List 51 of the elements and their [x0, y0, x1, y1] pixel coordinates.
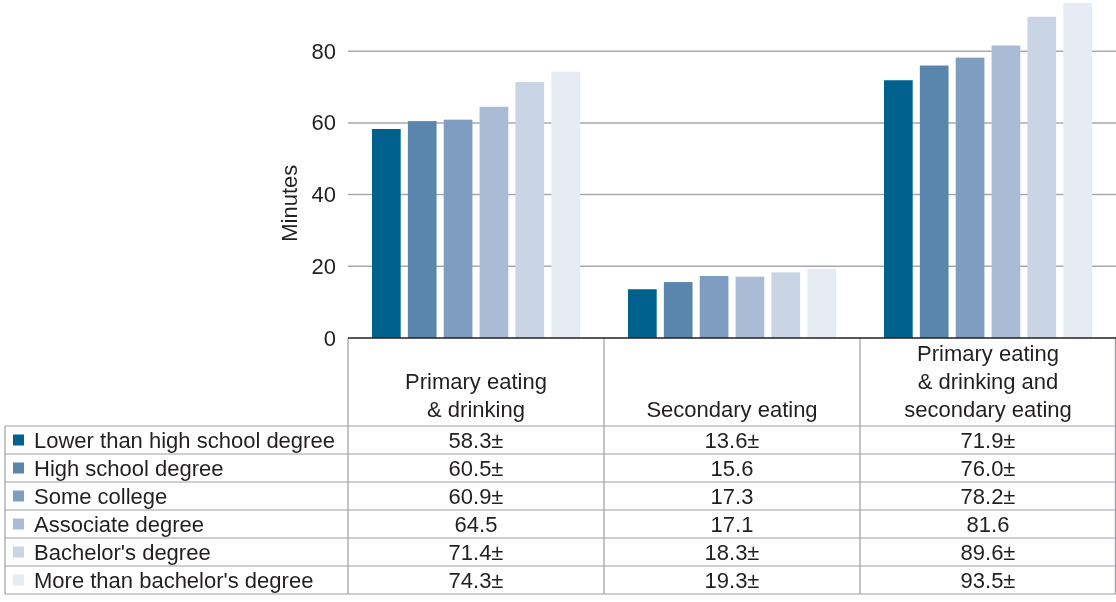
bar — [479, 106, 509, 338]
data-label: 71.9± — [960, 427, 1016, 453]
data-label: 58.3± — [448, 427, 504, 453]
bar — [699, 275, 729, 338]
bar — [884, 80, 913, 338]
data-label: 81.6 — [966, 511, 1010, 537]
bar — [407, 121, 437, 338]
bar — [551, 71, 580, 338]
legend-label: Lower than high school degree — [34, 427, 335, 453]
bar — [515, 82, 545, 338]
legend-label: Bachelor's degree — [34, 539, 211, 565]
bar — [1063, 2, 1092, 338]
bar — [628, 289, 657, 338]
data-label: 13.6± — [704, 427, 760, 453]
x-tick-label: Primary eating & drinking — [405, 369, 547, 422]
data-label: 19.3± — [704, 567, 760, 593]
data-label: 93.5± — [960, 567, 1016, 593]
data-label: 89.6± — [960, 539, 1016, 565]
bar — [991, 45, 1021, 338]
data-label: 17.1 — [710, 511, 754, 537]
y-tick-label: 0 — [323, 325, 336, 351]
bar — [1027, 16, 1057, 338]
data-label: 76.0± — [960, 455, 1016, 481]
bar — [735, 276, 765, 338]
y-tick-label: 80 — [311, 38, 336, 64]
data-label: 60.9± — [448, 483, 504, 509]
y-tick-label: 60 — [311, 110, 336, 136]
y-tick-label: 40 — [311, 182, 336, 208]
data-label: 78.2± — [960, 483, 1016, 509]
data-label: 71.4± — [448, 539, 504, 565]
legend-label: More than bachelor's degree — [34, 567, 314, 593]
legend-label: High school degree — [34, 455, 224, 481]
bar — [443, 119, 473, 338]
data-label: 64.5 — [454, 511, 498, 537]
data-label: 15.6 — [710, 455, 754, 481]
bar — [372, 128, 401, 338]
data-label: 17.3 — [710, 483, 754, 509]
bar — [807, 268, 836, 338]
x-tick-label: Primary eating & drinking and secondary eating — [904, 341, 1072, 422]
y-axis-title: Minutes — [276, 164, 302, 242]
data-label: 18.3± — [704, 539, 760, 565]
legend-label: Some college — [34, 483, 168, 509]
bar — [955, 57, 985, 338]
legend-label: Associate degree — [34, 511, 204, 537]
data-label: 74.3± — [448, 567, 504, 593]
bar — [663, 282, 693, 338]
data-label: 60.5± — [448, 455, 504, 481]
y-tick-label: 20 — [311, 253, 336, 279]
bar — [919, 65, 949, 338]
x-tick-label: Secondary eating — [646, 397, 818, 422]
bar — [771, 272, 801, 338]
